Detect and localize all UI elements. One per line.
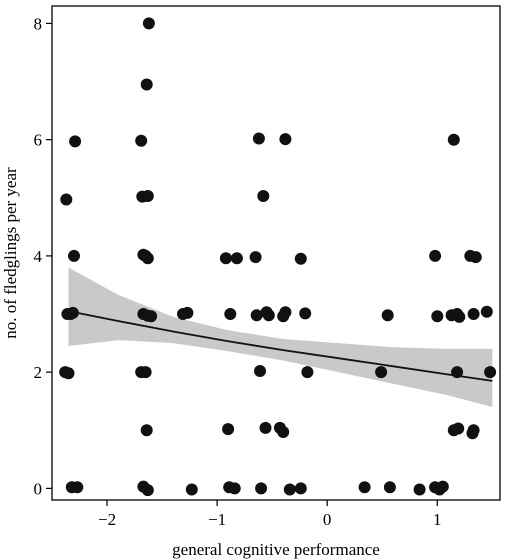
- x-axis-title: general cognitive performance: [172, 540, 380, 559]
- data-point: [259, 421, 272, 434]
- data-point: [66, 306, 79, 319]
- data-point: [71, 481, 84, 494]
- y-axis-title: no. of fledglings per year: [1, 167, 20, 339]
- data-point: [480, 305, 493, 318]
- data-point: [141, 252, 154, 265]
- data-point: [294, 482, 307, 495]
- data-point: [452, 422, 465, 435]
- x-tick-label: 0: [323, 510, 332, 529]
- y-tick-label: 8: [34, 14, 43, 33]
- data-point: [254, 365, 266, 377]
- data-point: [431, 310, 444, 323]
- data-point: [299, 307, 312, 320]
- data-point: [142, 17, 155, 30]
- data-point: [222, 423, 235, 436]
- data-point: [277, 426, 290, 438]
- x-axis-ticks: −2 −1 0 1: [98, 500, 442, 529]
- data-point: [185, 483, 198, 496]
- confidence-band: [68, 267, 493, 407]
- data-point: [429, 249, 442, 262]
- data-point: [181, 306, 194, 319]
- data-point: [135, 134, 148, 147]
- data-point: [279, 133, 292, 146]
- data-point: [467, 308, 480, 320]
- data-point: [252, 132, 265, 145]
- y-tick-label: 6: [34, 131, 43, 150]
- y-tick-label: 4: [34, 247, 43, 266]
- data-point: [257, 190, 270, 202]
- data-point: [294, 252, 307, 265]
- data-point: [145, 310, 158, 323]
- data-point: [140, 424, 153, 437]
- x-tick-label: −1: [208, 510, 226, 529]
- data-point: [375, 366, 388, 379]
- data-point: [69, 135, 82, 148]
- data-point: [279, 306, 292, 319]
- data-point: [250, 309, 263, 322]
- data-point: [141, 190, 154, 202]
- data-point: [140, 78, 153, 91]
- data-point: [466, 427, 479, 440]
- data-point: [219, 252, 232, 265]
- data-point: [484, 366, 497, 379]
- data-point: [283, 483, 296, 496]
- data-point: [451, 366, 464, 379]
- data-point: [228, 482, 241, 495]
- data-point: [436, 480, 449, 493]
- data-point: [453, 310, 466, 323]
- data-points: [59, 17, 497, 497]
- data-point: [224, 308, 237, 320]
- data-point: [141, 484, 154, 497]
- data-point: [255, 482, 268, 495]
- regression-line: [68, 310, 493, 382]
- data-point: [68, 249, 80, 262]
- x-tick-label: −2: [98, 510, 116, 529]
- data-point: [469, 251, 482, 264]
- data-point: [358, 481, 371, 494]
- plot-frame: [51, 5, 501, 501]
- y-tick-label: 2: [34, 363, 43, 382]
- data-point: [301, 366, 314, 379]
- data-point: [447, 133, 460, 146]
- data-point: [230, 252, 243, 265]
- y-axis-ticks: 0 2 4 6 8: [34, 14, 52, 498]
- data-point: [139, 366, 152, 379]
- data-point: [262, 309, 275, 322]
- data-point: [62, 367, 75, 380]
- x-tick-label: 1: [433, 510, 442, 529]
- data-point: [381, 309, 394, 322]
- data-point: [60, 193, 73, 206]
- y-tick-label: 0: [34, 479, 43, 498]
- data-point: [249, 251, 262, 264]
- data-point: [413, 483, 426, 496]
- plot-area: [59, 17, 497, 497]
- data-point: [383, 481, 396, 494]
